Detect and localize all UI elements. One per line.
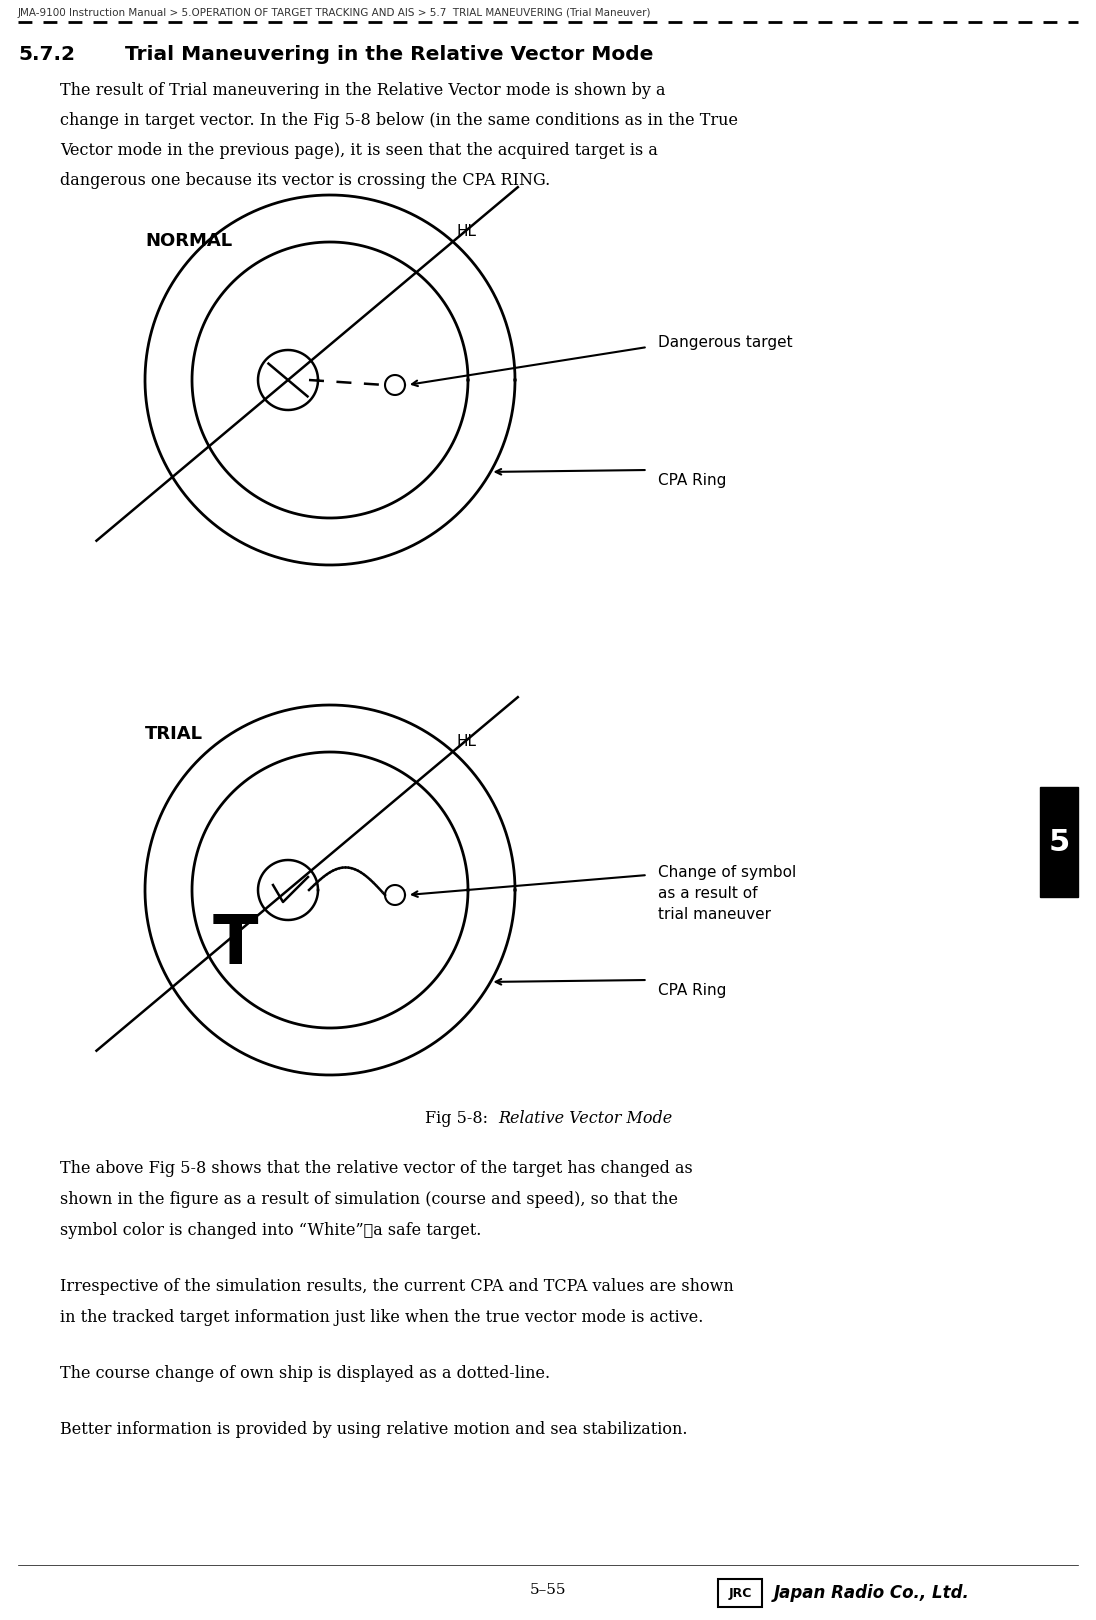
FancyBboxPatch shape [718, 1580, 762, 1607]
Text: Relative Vector Mode: Relative Vector Mode [498, 1110, 672, 1128]
Text: TRIAL: TRIAL [145, 726, 203, 744]
FancyBboxPatch shape [1040, 787, 1078, 897]
Text: The above Fig 5-8 shows that the relative vector of the target has changed as: The above Fig 5-8 shows that the relativ… [60, 1160, 693, 1178]
Text: HL: HL [457, 224, 477, 238]
Text: 5–55: 5–55 [529, 1583, 567, 1597]
Text: JRC: JRC [728, 1586, 752, 1599]
Text: dangerous one because its vector is crossing the CPA RING.: dangerous one because its vector is cros… [60, 172, 550, 190]
Text: CPA Ring: CPA Ring [658, 982, 726, 998]
Polygon shape [385, 885, 406, 906]
Polygon shape [258, 350, 318, 410]
Polygon shape [192, 752, 468, 1029]
Text: T: T [213, 912, 258, 978]
Text: JMA-9100 Instruction Manual > 5.OPERATION OF TARGET TRACKING AND AIS > 5.7  TRIA: JMA-9100 Instruction Manual > 5.OPERATIO… [18, 8, 651, 18]
Text: Japan Radio Co., Ltd.: Japan Radio Co., Ltd. [774, 1584, 970, 1602]
Text: Trial Maneuvering in the Relative Vector Mode: Trial Maneuvering in the Relative Vector… [125, 45, 653, 65]
Text: change in target vector. In the Fig 5-8 below (in the same conditions as in the : change in target vector. In the Fig 5-8 … [60, 112, 738, 130]
Text: 5.7.2: 5.7.2 [18, 45, 75, 65]
Text: Better information is provided by using relative motion and sea stabilization.: Better information is provided by using … [60, 1421, 687, 1439]
Polygon shape [385, 374, 406, 395]
Text: 5: 5 [1049, 828, 1070, 857]
Text: HL: HL [457, 734, 477, 748]
Text: Irrespective of the simulation results, the current CPA and TCPA values are show: Irrespective of the simulation results, … [60, 1278, 733, 1294]
Text: CPA Ring: CPA Ring [658, 473, 726, 488]
Text: The result of Trial maneuvering in the Relative Vector mode is shown by a: The result of Trial maneuvering in the R… [60, 83, 665, 99]
Text: Dangerous target: Dangerous target [658, 334, 792, 350]
Text: The course change of own ship is displayed as a dotted-line.: The course change of own ship is display… [60, 1366, 550, 1382]
Text: in the tracked target information just like when the true vector mode is active.: in the tracked target information just l… [60, 1309, 704, 1327]
Text: symbol color is changed into “White”，a safe target.: symbol color is changed into “White”，a s… [60, 1221, 481, 1239]
Text: Fig 5-8:: Fig 5-8: [425, 1110, 498, 1128]
Polygon shape [258, 860, 318, 920]
Text: NORMAL: NORMAL [145, 232, 232, 249]
Polygon shape [192, 241, 468, 518]
Text: Vector mode in the previous page), it is seen that the acquired target is a: Vector mode in the previous page), it is… [60, 143, 658, 159]
Text: shown in the figure as a result of simulation (course and speed), so that the: shown in the figure as a result of simul… [60, 1191, 678, 1209]
Text: Change of symbol
as a result of
trial maneuver: Change of symbol as a result of trial ma… [658, 865, 796, 922]
